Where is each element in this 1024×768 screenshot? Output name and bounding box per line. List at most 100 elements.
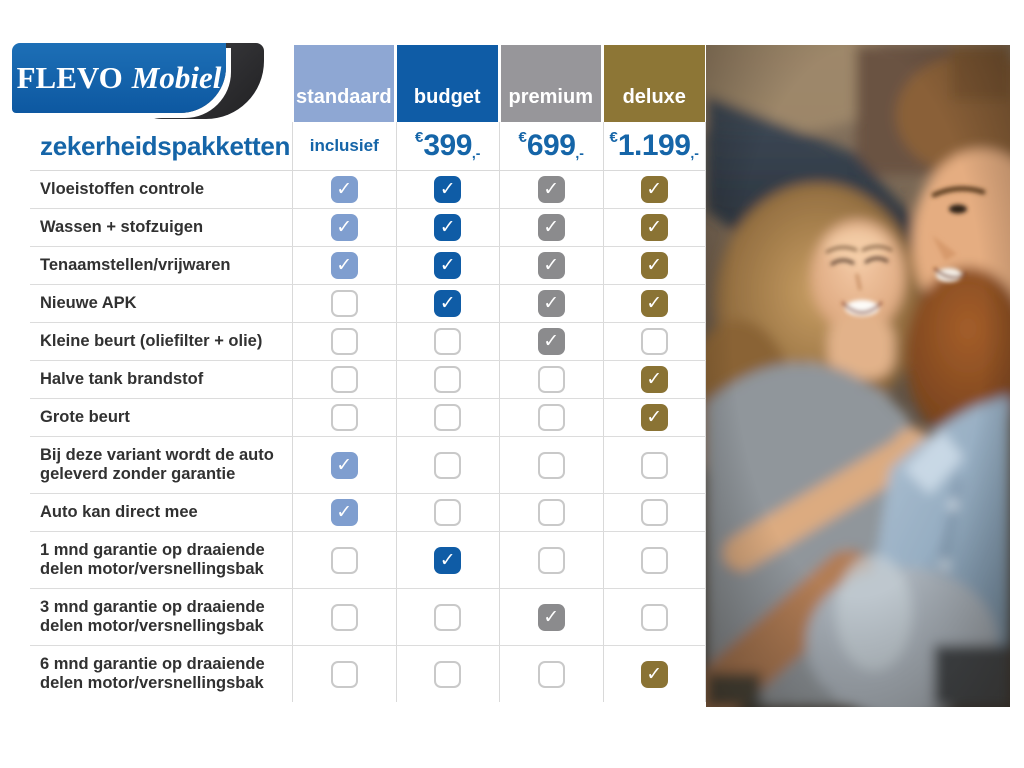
check-cell-budget — [395, 323, 500, 360]
check-cell-premium: ✓ — [499, 323, 603, 360]
unchecked-checkbox-premium[interactable] — [537, 404, 565, 431]
checked-checkbox-standaard[interactable]: ✓ — [330, 499, 358, 526]
price-budget: €399 ,- — [395, 122, 500, 170]
euro-sign: € — [415, 129, 424, 146]
check-cell-premium: ✓ — [499, 247, 603, 284]
checked-checkbox-budget[interactable]: ✓ — [434, 214, 462, 241]
unchecked-checkbox-premium[interactable] — [537, 546, 565, 574]
check-cell-standaard: ✓ — [292, 437, 396, 493]
unchecked-checkbox-deluxe[interactable] — [640, 499, 668, 526]
check-cell-budget — [395, 399, 500, 436]
unchecked-checkbox-budget[interactable] — [434, 499, 462, 526]
check-cell-budget — [395, 494, 500, 531]
check-icon: ✓ — [543, 178, 560, 200]
check-cell-deluxe: ✓ — [602, 361, 706, 398]
package-header-deluxe: deluxe — [604, 45, 705, 122]
feature-label: Grote beurt — [40, 408, 130, 426]
unchecked-checkbox-budget[interactable] — [434, 404, 462, 431]
unchecked-checkbox-standaard[interactable] — [330, 660, 358, 688]
unchecked-checkbox-budget[interactable] — [434, 603, 462, 631]
check-icon: ✓ — [646, 662, 663, 685]
check-cell-deluxe — [602, 437, 706, 493]
price-suffix: ,- — [471, 145, 481, 161]
check-cell-deluxe — [602, 494, 706, 531]
unchecked-checkbox-premium[interactable] — [537, 499, 565, 526]
check-cell-standaard: ✓ — [292, 494, 396, 531]
price-premium: €699 ,- — [499, 122, 603, 170]
check-icon: ✓ — [439, 292, 456, 314]
page-title: zekerheidspakketten — [40, 130, 291, 161]
unchecked-checkbox-standaard[interactable] — [330, 546, 358, 574]
feature-label: Halve tank brandstof — [40, 370, 204, 388]
unchecked-checkbox-premium[interactable] — [537, 451, 565, 479]
checked-checkbox-deluxe[interactable]: ✓ — [640, 214, 668, 241]
unchecked-checkbox-premium[interactable] — [537, 366, 565, 393]
check-cell-standaard — [292, 399, 396, 436]
checked-checkbox-deluxe[interactable]: ✓ — [640, 176, 668, 203]
price-row: zekerheidspakketten inclusief €399 ,- €699,… — [30, 122, 706, 171]
unchecked-checkbox-budget[interactable] — [434, 366, 462, 393]
checked-checkbox-deluxe[interactable]: ✓ — [640, 404, 668, 431]
check-cell-deluxe: ✓ — [602, 399, 706, 436]
feature-label: Bij deze variant wordt de auto geleverd … — [40, 446, 274, 483]
check-cell-budget: ✓ — [395, 247, 500, 284]
unchecked-checkbox-budget[interactable] — [434, 328, 462, 355]
couple-photo — [706, 45, 1010, 707]
checked-checkbox-budget[interactable]: ✓ — [434, 252, 462, 279]
checked-checkbox-premium[interactable]: ✓ — [537, 252, 565, 279]
checked-checkbox-deluxe[interactable]: ✓ — [640, 366, 668, 393]
checked-checkbox-premium[interactable]: ✓ — [537, 328, 565, 355]
checked-checkbox-premium[interactable]: ✓ — [537, 214, 565, 241]
check-icon: ✓ — [336, 178, 353, 200]
unchecked-checkbox-standaard[interactable] — [330, 366, 358, 393]
unchecked-checkbox-deluxe[interactable] — [640, 451, 668, 479]
unchecked-checkbox-budget[interactable] — [434, 660, 462, 688]
unchecked-checkbox-standaard[interactable] — [330, 328, 358, 355]
checked-checkbox-standaard[interactable]: ✓ — [330, 176, 358, 203]
checked-checkbox-premium[interactable]: ✓ — [537, 290, 565, 317]
checked-checkbox-deluxe[interactable]: ✓ — [640, 290, 668, 317]
price-amount-budget: 399 — [423, 129, 472, 162]
check-icon: ✓ — [646, 216, 663, 238]
check-icon: ✓ — [543, 605, 560, 628]
check-cell-standaard — [292, 646, 396, 702]
unchecked-checkbox-standaard[interactable] — [330, 603, 358, 631]
check-cell-budget — [395, 589, 500, 645]
feature-label: Nieuwe APK — [40, 294, 137, 312]
unchecked-checkbox-standaard[interactable] — [330, 404, 358, 431]
checked-checkbox-standaard[interactable]: ✓ — [330, 252, 358, 279]
check-cell-budget — [395, 437, 500, 493]
check-icon: ✓ — [439, 216, 456, 238]
feature-row: Vloeistoffen controle ✓ ✓ ✓ ✓ — [30, 171, 706, 209]
unchecked-checkbox-deluxe[interactable] — [640, 546, 668, 574]
checked-checkbox-budget[interactable]: ✓ — [434, 546, 462, 574]
check-icon: ✓ — [336, 254, 353, 276]
package-header-cell-budget: budget — [396, 45, 500, 122]
check-icon: ✓ — [439, 548, 456, 571]
checked-checkbox-budget[interactable]: ✓ — [434, 176, 462, 203]
checked-checkbox-deluxe[interactable]: ✓ — [640, 660, 668, 688]
check-cell-premium — [499, 399, 603, 436]
unchecked-checkbox-premium[interactable] — [537, 660, 565, 688]
unchecked-checkbox-budget[interactable] — [434, 451, 462, 479]
check-cell-premium: ✓ — [499, 589, 603, 645]
feature-row: Tenaamstellen/vrijwaren ✓ ✓ ✓ ✓ — [30, 247, 706, 285]
checked-checkbox-standaard[interactable]: ✓ — [330, 451, 358, 479]
feature-row: Auto kan direct mee ✓ — [30, 494, 706, 532]
check-cell-deluxe: ✓ — [602, 285, 706, 322]
unchecked-checkbox-standaard[interactable] — [330, 290, 358, 317]
checked-checkbox-premium[interactable]: ✓ — [537, 176, 565, 203]
check-cell-deluxe: ✓ — [602, 646, 706, 702]
checked-checkbox-standaard[interactable]: ✓ — [330, 214, 358, 241]
unchecked-checkbox-deluxe[interactable] — [640, 328, 668, 355]
checked-checkbox-premium[interactable]: ✓ — [537, 603, 565, 631]
check-cell-budget — [395, 361, 500, 398]
checked-checkbox-deluxe[interactable]: ✓ — [640, 252, 668, 279]
price-amount-deluxe: 1.199 — [617, 129, 691, 162]
check-cell-premium: ✓ — [499, 209, 603, 246]
checked-checkbox-budget[interactable]: ✓ — [434, 290, 462, 317]
check-cell-premium: ✓ — [499, 285, 603, 322]
header-spacer — [30, 45, 292, 122]
unchecked-checkbox-deluxe[interactable] — [640, 603, 668, 631]
